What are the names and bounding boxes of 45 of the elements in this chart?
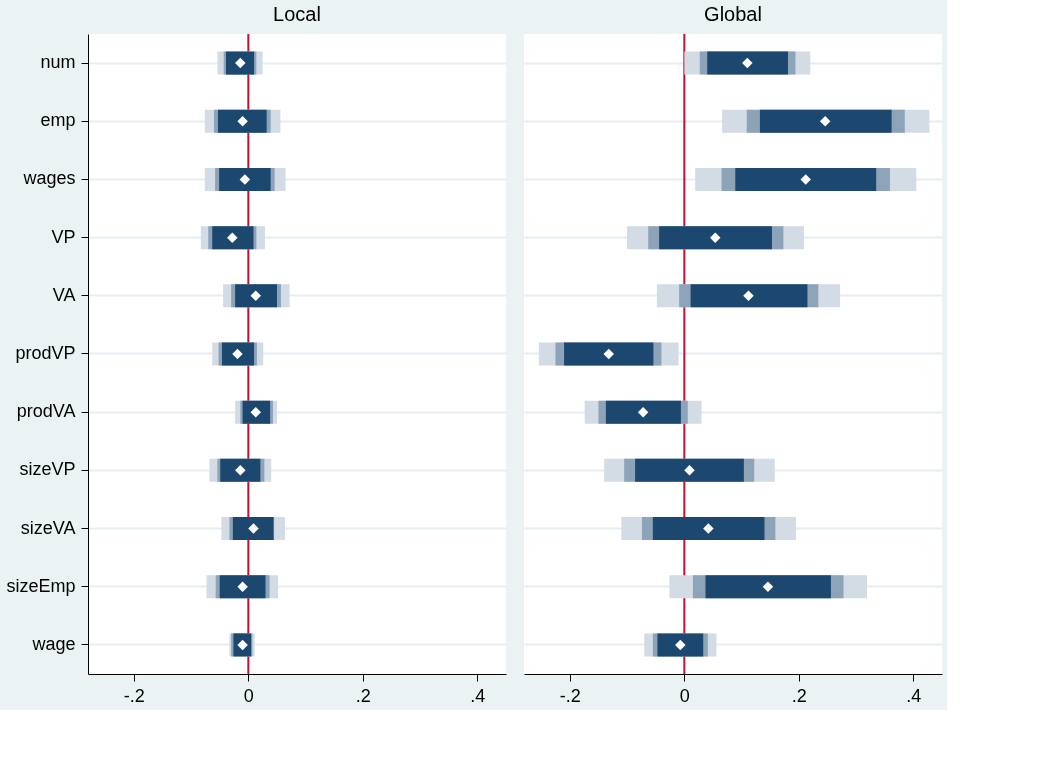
bar — [759, 109, 892, 133]
y-tick-label: sizeVA — [20, 517, 76, 538]
bar — [657, 633, 704, 657]
chart-title: Local — [273, 3, 321, 25]
x-tick-label: .4 — [470, 685, 486, 706]
y-tick-label: VA — [52, 284, 76, 305]
chart-title: Global — [704, 3, 762, 25]
point — [603, 348, 614, 360]
bar — [735, 167, 877, 191]
point — [742, 57, 753, 69]
bar — [705, 575, 831, 599]
point — [237, 581, 248, 592]
bar — [690, 284, 808, 308]
y-tick-label: VP — [51, 226, 76, 247]
y-tick-label: wage — [31, 633, 76, 654]
y-tick-label: sizeEmp — [6, 575, 76, 596]
point — [237, 116, 248, 127]
point — [684, 465, 695, 476]
y-tick-label: prodVP — [15, 343, 76, 363]
point — [743, 290, 754, 302]
bar — [605, 400, 681, 424]
point — [239, 174, 251, 185]
y-tick-label: num — [40, 52, 76, 73]
x-tick-label: .4 — [906, 685, 922, 706]
bar — [564, 342, 654, 366]
bar — [652, 517, 765, 541]
y-tick-label: sizeVP — [19, 459, 76, 480]
x-tick-label: .2 — [791, 685, 807, 706]
x-tick-label: -.2 — [123, 685, 145, 706]
bar — [707, 51, 788, 75]
point — [710, 232, 721, 243]
y-tick-label: emp — [40, 110, 76, 131]
point — [819, 116, 831, 127]
point — [703, 523, 714, 534]
y-tick-label: prodVA — [16, 401, 76, 422]
bar — [635, 458, 744, 482]
x-tick-label: .2 — [355, 685, 371, 706]
x-tick-label: -.2 — [559, 685, 581, 706]
point — [637, 406, 649, 418]
point — [762, 581, 774, 592]
point — [800, 174, 811, 185]
x-tick-label: 0 — [243, 685, 254, 706]
x-tick-label: 0 — [679, 685, 690, 706]
y-tick-label: wages — [22, 168, 76, 189]
bar — [659, 226, 772, 250]
